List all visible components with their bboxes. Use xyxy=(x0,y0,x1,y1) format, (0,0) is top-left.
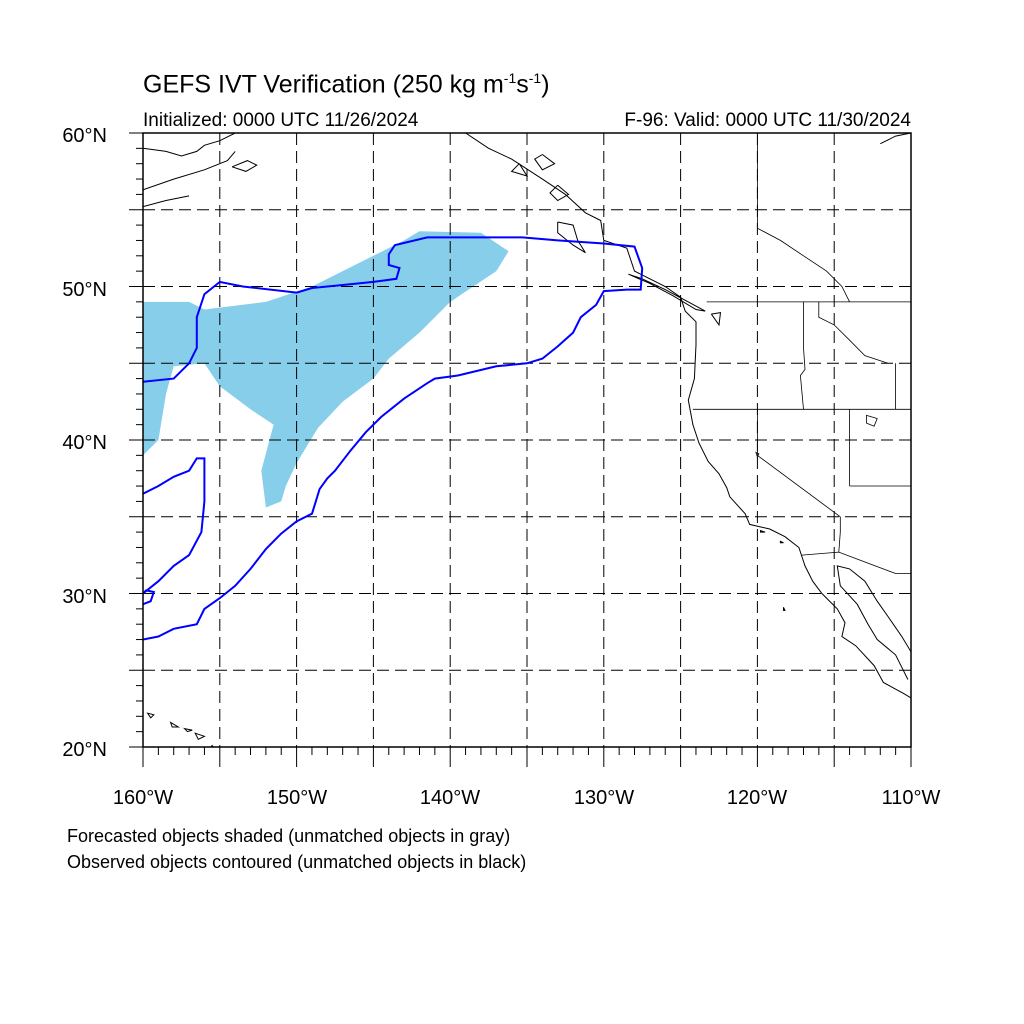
coastline-segment xyxy=(465,133,911,699)
title-close: ) xyxy=(541,70,550,99)
title-unit-s: s xyxy=(516,70,529,99)
observed-object-contour xyxy=(143,457,206,595)
coastline-segment xyxy=(880,133,911,145)
axis-ticks xyxy=(129,132,912,767)
observed-note: Observed objects contoured (unmatched ob… xyxy=(67,852,527,872)
lat-label-40: 40°N xyxy=(62,432,107,454)
lon-label-140w: 140°W xyxy=(420,787,480,809)
lon-label-150w: 150°W xyxy=(267,787,327,809)
map-title: GEFS IVT Verification (250 kg m-1s-1) xyxy=(143,70,550,99)
coastline-segment xyxy=(143,151,236,191)
island-outline xyxy=(783,607,786,611)
political-border xyxy=(799,301,806,410)
coastline-segment xyxy=(628,273,706,312)
coastline-segment xyxy=(533,154,556,171)
forecast-objects-layer xyxy=(143,231,509,508)
island-outline xyxy=(760,529,766,533)
lon-label-120w: 120°W xyxy=(727,787,787,809)
lake-outline xyxy=(755,451,760,458)
axis-labels: 60°N 50°N 40°N 30°N 20°N 160°W 150°W 140… xyxy=(62,125,940,809)
lon-label-110w: 110°W xyxy=(882,787,941,809)
coastline-segment xyxy=(143,195,190,208)
coastline-segment xyxy=(143,133,236,157)
title-exponent-2: -1 xyxy=(528,70,542,86)
grid-layer xyxy=(143,133,911,747)
coastline-segment xyxy=(557,221,586,254)
political-border xyxy=(818,301,889,364)
observed-object-contour xyxy=(143,589,156,606)
political-border xyxy=(757,133,850,303)
forecast-object xyxy=(143,231,509,508)
title-text: GEFS IVT Verification (250 kg m xyxy=(143,70,504,99)
forecast-note: Forecasted objects shaded (unmatched obj… xyxy=(67,826,511,846)
coastline-segment xyxy=(710,311,722,327)
island-outline xyxy=(169,721,181,728)
coastline-segment xyxy=(836,565,911,680)
island-outline xyxy=(182,727,193,733)
lat-label-20: 20°N xyxy=(62,739,107,761)
island-outline xyxy=(194,732,206,740)
lon-label-130w: 130°W xyxy=(574,787,634,809)
title-exponent-1: -1 xyxy=(503,70,517,86)
valid-time: F-96: Valid: 0000 UTC 11/30/2024 xyxy=(624,110,911,131)
political-border xyxy=(838,516,841,553)
coastline-layer xyxy=(143,133,911,747)
initialized-time: Initialized: 0000 UTC 11/26/2024 xyxy=(143,110,419,131)
lat-label-50: 50°N xyxy=(62,279,107,301)
observed-objects-layer xyxy=(143,236,644,641)
coastline-segment xyxy=(549,184,570,202)
island-outline xyxy=(146,712,155,719)
political-border xyxy=(801,551,911,574)
lat-label-60: 60°N xyxy=(62,125,107,147)
lon-label-160w: 160°W xyxy=(113,787,173,809)
observed-object-contour xyxy=(143,236,644,641)
lake-outline xyxy=(866,414,878,427)
coastline-segment xyxy=(231,160,258,172)
political-border xyxy=(757,409,841,518)
island-outline xyxy=(779,540,784,544)
lat-label-30: 30°N xyxy=(62,586,107,608)
coastline-segment xyxy=(510,163,529,177)
